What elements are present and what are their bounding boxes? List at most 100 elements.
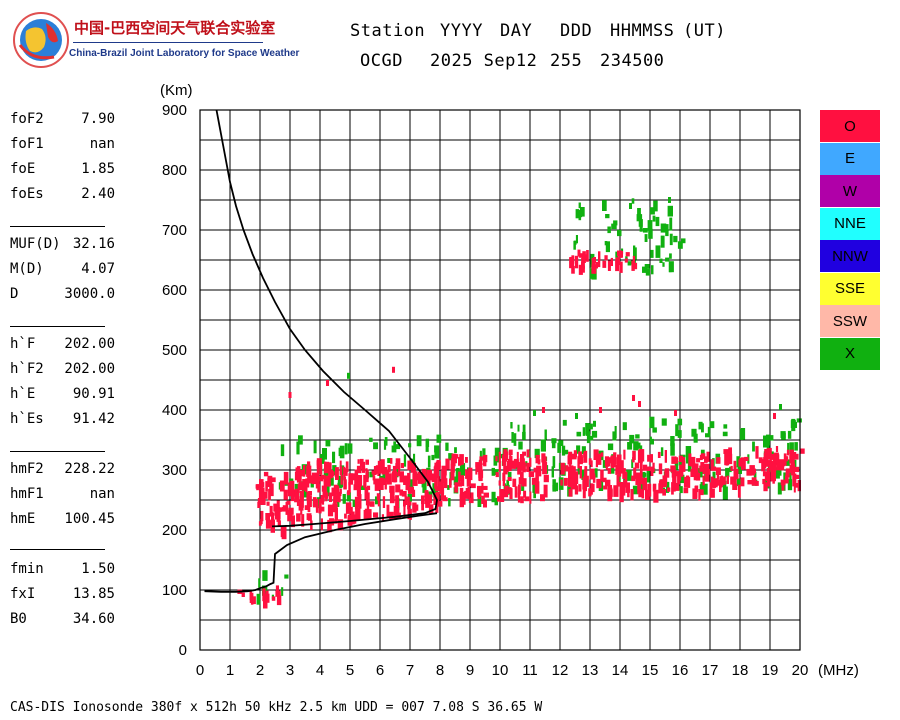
- x-tick-label: 4: [316, 662, 324, 679]
- data-point: [534, 479, 538, 485]
- data-point: [792, 473, 797, 487]
- y-tick-label: 0: [179, 642, 187, 659]
- data-point: [796, 418, 802, 423]
- data-point: [479, 456, 485, 461]
- data-point: [291, 489, 295, 502]
- data-point: [603, 485, 608, 490]
- data-point: [738, 459, 743, 467]
- param-name: MUF(D): [10, 236, 61, 252]
- data-point: [330, 477, 334, 486]
- data-point: [596, 478, 602, 489]
- data-point: [785, 456, 789, 462]
- data-point: [334, 508, 338, 521]
- data-point: [662, 489, 666, 496]
- data-point: [320, 518, 323, 531]
- data-point: [438, 481, 442, 490]
- data-point: [434, 476, 438, 489]
- data-point: [434, 465, 439, 475]
- data-point: [719, 484, 722, 492]
- data-point: [413, 477, 417, 486]
- data-point: [712, 471, 716, 482]
- data-point: [598, 251, 601, 260]
- data-point: [704, 456, 708, 463]
- data-point: [281, 506, 286, 512]
- data-point: [479, 450, 482, 461]
- data-point: [577, 209, 583, 218]
- param-value: 32.16: [72, 236, 115, 252]
- x-tick-label: 19: [762, 662, 779, 679]
- data-point: [661, 418, 667, 426]
- data-point: [274, 503, 278, 516]
- data-point: [790, 420, 796, 428]
- data-point: [396, 512, 401, 518]
- data-point: [674, 410, 677, 416]
- x-tick-label: 20: [792, 662, 809, 679]
- data-point: [773, 413, 776, 419]
- data-point: [537, 459, 541, 465]
- data-point: [437, 476, 440, 488]
- data-point: [411, 462, 416, 472]
- data-point: [607, 484, 610, 497]
- lab-name-english: China-Brazil Joint Laboratory for Space …: [69, 48, 300, 59]
- param-name: fxI: [10, 586, 36, 602]
- data-point: [624, 471, 628, 484]
- legend-item-nnw: NNW: [820, 240, 880, 272]
- data-point: [678, 455, 683, 462]
- data-point: [653, 489, 659, 503]
- data-point: [503, 465, 508, 475]
- data-point: [363, 475, 367, 488]
- data-point: [447, 485, 450, 490]
- data-point: [542, 407, 545, 413]
- y-tick-label: 700: [162, 222, 187, 239]
- data-point: [633, 467, 637, 480]
- data-point: [642, 471, 646, 478]
- x-tick-label: 14: [612, 662, 629, 679]
- data-point: [540, 439, 546, 452]
- data-point: [785, 475, 789, 484]
- data-point: [774, 467, 780, 479]
- data-point: [582, 251, 586, 263]
- data-point: [329, 492, 333, 502]
- data-point: [526, 449, 530, 457]
- data-point: [295, 467, 299, 475]
- data-point: [502, 461, 506, 466]
- data-point: [622, 472, 626, 479]
- data-point: [624, 258, 628, 263]
- data-point: [591, 430, 598, 438]
- data-point: [706, 451, 710, 462]
- data-point: [517, 484, 521, 495]
- data-point: [348, 482, 351, 493]
- data-point: [698, 489, 701, 501]
- data-point: [305, 483, 308, 492]
- data-point: [456, 468, 460, 480]
- data-point: [458, 457, 462, 466]
- data-point: [625, 252, 630, 257]
- data-point: [266, 590, 269, 596]
- data-point: [668, 197, 671, 203]
- data-point: [478, 469, 484, 478]
- data-point: [620, 483, 625, 490]
- data-point: [333, 497, 337, 504]
- data-point: [786, 449, 789, 456]
- data-point: [403, 506, 406, 517]
- data-point: [389, 492, 395, 504]
- data-point: [427, 455, 431, 468]
- data-point: [665, 224, 669, 237]
- data-point: [317, 497, 320, 509]
- data-point: [552, 456, 556, 468]
- data-point: [369, 437, 373, 442]
- data-point: [594, 468, 598, 478]
- data-point: [301, 514, 305, 527]
- data-point: [730, 477, 737, 483]
- data-point: [468, 497, 474, 503]
- data-point: [675, 424, 679, 437]
- data-point: [636, 214, 643, 222]
- data-point: [373, 442, 378, 450]
- data-point: [740, 428, 746, 440]
- data-point: [268, 477, 271, 486]
- data-point: [482, 485, 488, 490]
- data-point: [453, 476, 458, 485]
- data-point: [279, 507, 282, 512]
- data-point: [336, 491, 342, 497]
- data-point: [633, 245, 636, 258]
